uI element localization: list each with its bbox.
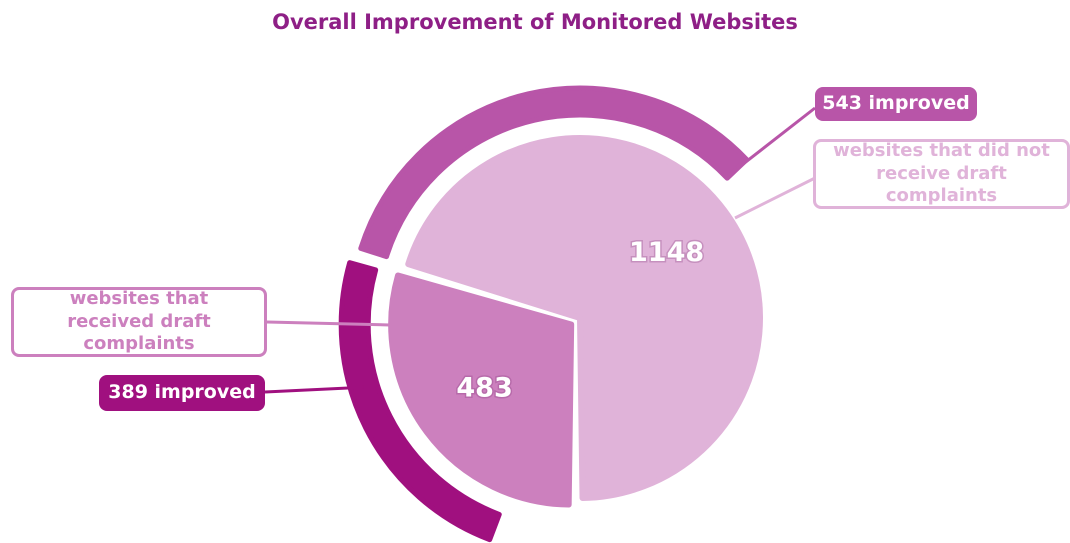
category-label: websites that did not receive draft comp… [813,139,1070,209]
improved-label: 543 improved [815,87,977,121]
chart-title: Overall Improvement of Monitored Website… [272,10,798,34]
slice-value-label: 483 [456,373,512,404]
connector [266,320,391,327]
connector [734,176,816,220]
improved-arc [338,260,502,543]
connector [264,385,365,394]
connector [736,106,816,171]
pie-slice [405,135,763,501]
improved-label: 389 improved [99,375,265,411]
pie-slice [388,272,575,508]
slice-value-label: 1148 [629,237,704,268]
category-label: websites that received draft complaints [11,287,267,357]
